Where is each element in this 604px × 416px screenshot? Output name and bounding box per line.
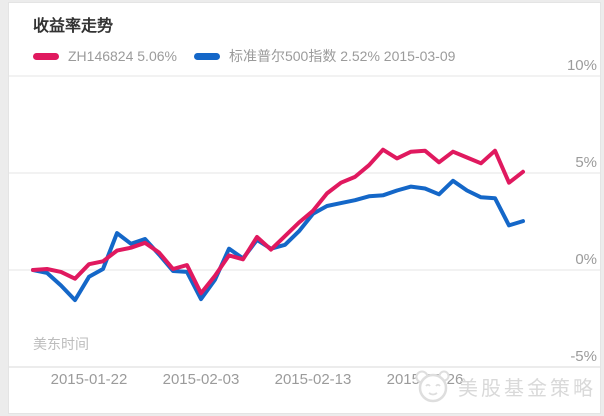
legend-item-sp500: 标准普尔500指数 2.52% 2015-03-09 — [193, 46, 456, 66]
timezone-note: 美东时间 — [33, 336, 89, 352]
legend-label-zh146824: ZH146824 5.06% — [68, 48, 177, 64]
legend-swatch-sp500 — [193, 52, 220, 60]
watermark-text: 美股基金策略 — [458, 377, 596, 400]
watermark: 美股基金策略 — [412, 367, 596, 405]
chart-legend: ZH146824 5.06% 标准普尔500指数 2.52% 2015-03-0… — [33, 46, 472, 66]
chart-card: 收益率走势 ZH146824 5.06% 标准普尔500指数 2.52% 201… — [8, 2, 601, 414]
legend-label-sp500: 标准普尔500指数 2.52% 2015-03-09 — [228, 48, 456, 64]
chart-title: 收益率走势 — [33, 18, 114, 35]
mascot-face-icon — [415, 370, 450, 403]
legend-swatch-zh146824 — [33, 52, 59, 60]
legend-item-zh146824: ZH146824 5.06% — [33, 48, 177, 64]
